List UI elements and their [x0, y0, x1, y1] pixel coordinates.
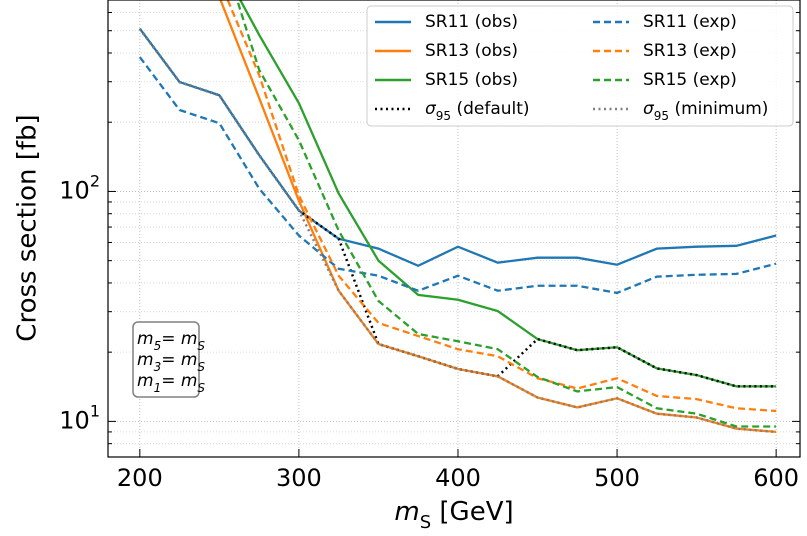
x-tick-label: 200: [117, 464, 163, 492]
x-tick-label: 500: [594, 464, 640, 492]
tick-base: 10: [59, 176, 90, 204]
x-axis-label: mS [GeV]: [394, 497, 513, 533]
tick-exponent: 2: [90, 171, 100, 190]
annotation-line: m3= mS: [137, 350, 205, 374]
subscript: S: [197, 381, 205, 395]
subscript: 5: [154, 339, 162, 353]
x-tick-label: 600: [753, 464, 799, 492]
text-part: σ: [643, 99, 655, 119]
text-part: σ: [425, 99, 437, 119]
legend-label: SR15 (obs): [425, 70, 518, 90]
legend-box: [366, 5, 794, 127]
legend-label: σ95 (minimum): [643, 99, 768, 123]
text-part: m: [394, 497, 419, 527]
tick-base: 10: [59, 406, 90, 434]
annotation-line: m5= mS: [137, 329, 205, 353]
series-line: [138, 27, 777, 388]
x-tick-label: 300: [276, 464, 322, 492]
series-line: [226, 0, 777, 413]
subscript: S: [197, 360, 205, 374]
legend-label: SR11 (obs): [425, 12, 518, 32]
legend-label: σ95 (default): [425, 99, 530, 123]
y-tick-label: 101: [59, 401, 100, 434]
y-axis-label: Cross section [fb]: [13, 114, 43, 341]
text-part: [GeV]: [431, 497, 513, 527]
series-line: [138, 28, 777, 268]
subscript: 95: [436, 109, 451, 123]
y-tick-label: 102: [59, 171, 100, 204]
subscript: 1: [154, 381, 162, 395]
subscript: 95: [654, 109, 669, 123]
tick-exponent: 1: [90, 401, 100, 420]
legend-label: SR15 (exp): [643, 70, 737, 90]
text-part: = m: [161, 371, 197, 391]
subscript: S: [420, 512, 431, 533]
text-part: m: [137, 329, 154, 349]
axes-frame: [107, 0, 801, 458]
annotation-line: m1= mS: [137, 371, 205, 395]
legend-label: SR13 (obs): [425, 41, 518, 61]
x-tick-label: 400: [435, 464, 481, 492]
subscript: 3: [154, 360, 162, 374]
text-part: (minimum): [669, 99, 768, 119]
legend-label: SR11 (exp): [643, 12, 737, 32]
text-part: m: [137, 371, 154, 391]
legend-label: SR13 (exp): [643, 41, 737, 61]
series-line: [138, 56, 777, 295]
plot-area: [138, 0, 777, 434]
text-part: = m: [161, 350, 197, 370]
series-line: [235, 0, 777, 428]
annotation-box: [132, 321, 200, 398]
text-part: = m: [161, 329, 197, 349]
series-line: [138, 27, 777, 434]
text-part: (default): [451, 99, 529, 119]
text-part: m: [137, 350, 154, 370]
subscript: S: [197, 339, 205, 353]
